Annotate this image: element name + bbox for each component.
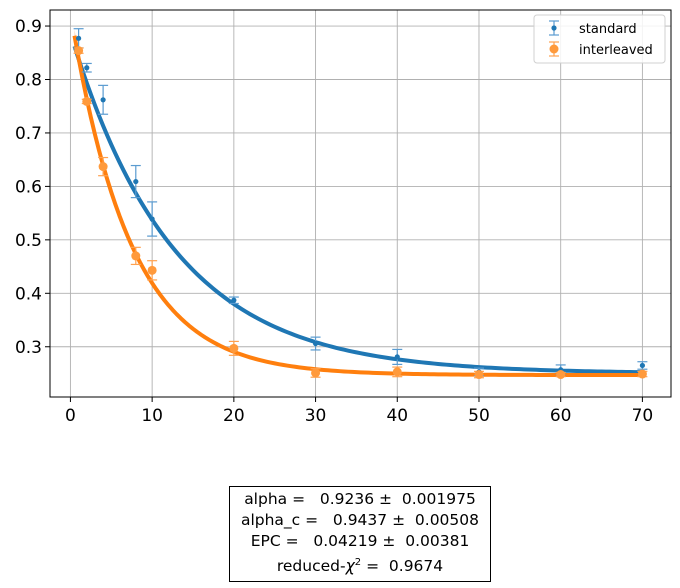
standard-point bbox=[75, 35, 82, 41]
interleaved-point bbox=[82, 96, 92, 106]
standard-fit-curve bbox=[72, 45, 643, 375]
interleaved-point bbox=[98, 162, 108, 172]
x-tick-label: 30 bbox=[305, 406, 327, 426]
y-tick-label: 0.9 bbox=[15, 17, 42, 37]
data-points bbox=[74, 35, 647, 380]
grid-lines bbox=[50, 10, 671, 397]
interleaved-point bbox=[392, 367, 402, 377]
standard-fit-band bbox=[74, 40, 643, 373]
error-bars bbox=[73, 28, 648, 379]
legend-frame bbox=[533, 14, 666, 64]
x-tick-label: 70 bbox=[632, 406, 654, 426]
epc-line: EPC = 0.04219 ± 0.00381 bbox=[250, 532, 470, 550]
standard-legend-marker bbox=[551, 25, 557, 31]
interleaved-point bbox=[474, 370, 484, 380]
standard-point bbox=[312, 340, 319, 347]
interleaved-point bbox=[131, 251, 141, 261]
interleaved-legend-marker bbox=[549, 44, 559, 54]
x-tick-label: 60 bbox=[550, 406, 572, 426]
legend: standard interleaved bbox=[533, 14, 666, 64]
y-tick-label: 0.5 bbox=[15, 231, 42, 251]
x-tick-label: 20 bbox=[223, 406, 245, 426]
standard-point bbox=[100, 97, 106, 103]
y-tick-label: 0.7 bbox=[15, 124, 42, 144]
reduced-chi2-prefix: reduced- bbox=[276, 557, 346, 576]
interleaved-point bbox=[229, 343, 239, 353]
interleaved-fit-curve bbox=[72, 35, 643, 378]
fit-curves bbox=[72, 35, 643, 378]
interleaved-fit-band bbox=[74, 29, 643, 376]
interleaved-point bbox=[637, 369, 647, 379]
interleaved-point bbox=[74, 46, 84, 56]
rb-plot: 0 10 20 30 40 50 60 70 0.3 0.4 0.5 0.6 0.7 0.8 0.9 st… bbox=[15, 9, 672, 426]
y-tick-label: 0.3 bbox=[15, 338, 42, 358]
plot-frame bbox=[49, 9, 672, 398]
x-axis-ticks: 0 10 20 30 40 50 60 70 bbox=[65, 397, 653, 426]
interleaved-point bbox=[147, 265, 157, 275]
y-tick-label: 0.4 bbox=[15, 284, 42, 304]
alpha-line: alpha = 0.9236 ± 0.001975 bbox=[244, 490, 476, 508]
standard-legend-label: standard bbox=[579, 22, 637, 37]
interleaved-point bbox=[556, 370, 566, 380]
y-tick-label: 0.6 bbox=[15, 177, 42, 197]
standard-point bbox=[231, 297, 237, 303]
x-tick-label: 50 bbox=[468, 406, 490, 426]
standard-point bbox=[394, 354, 400, 360]
standard-point bbox=[149, 216, 155, 222]
chi-symbol: χ bbox=[345, 557, 355, 576]
x-tick-label: 0 bbox=[65, 406, 76, 426]
standard-point bbox=[639, 362, 646, 369]
chi-exponent: 2 bbox=[354, 557, 362, 568]
standard-point bbox=[84, 65, 90, 71]
reduced-chi2-value: = 0.9674 bbox=[361, 557, 444, 576]
fit-stats-box: alpha = 0.9236 ± 0.001975 alpha_c = 0.94… bbox=[229, 486, 491, 582]
y-axis-ticks: 0.3 0.4 0.5 0.6 0.7 0.8 0.9 bbox=[15, 17, 50, 358]
reduced-chi2-line: reduced-χ2 = 0.9674 bbox=[230, 552, 490, 577]
fit-confidence-bands bbox=[74, 29, 643, 376]
interleaved-legend-label: interleaved bbox=[579, 43, 653, 58]
standard-point bbox=[133, 178, 139, 185]
alpha-c-line: alpha_c = 0.9437 ± 0.00508 bbox=[240, 511, 480, 529]
y-tick-label: 0.8 bbox=[15, 70, 42, 90]
x-tick-label: 40 bbox=[386, 406, 408, 426]
interleaved-point bbox=[311, 368, 321, 378]
x-tick-label: 10 bbox=[141, 406, 163, 426]
